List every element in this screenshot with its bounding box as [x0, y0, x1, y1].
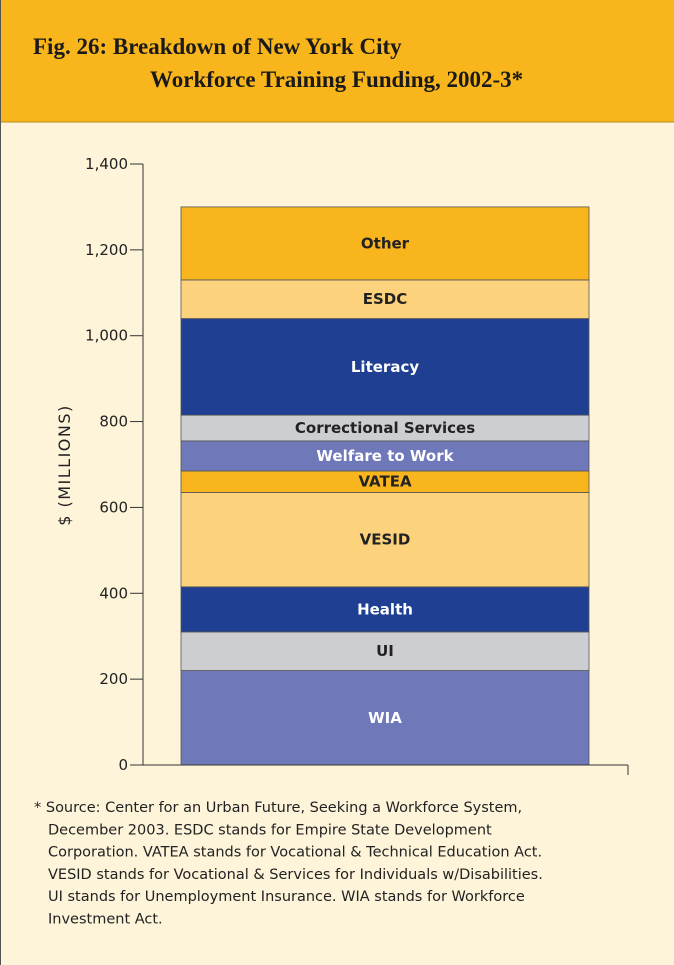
- header: [0, 0, 674, 122]
- bar-segment: [180, 440, 590, 472]
- segment-label: Other: [361, 234, 410, 252]
- bar-segment: [180, 631, 590, 671]
- footnote-line: December 2003. ESDC stands for Empire St…: [48, 822, 492, 838]
- y-tick-label: 200: [99, 670, 128, 688]
- title-line: Fig. 26: Breakdown of New York City: [33, 34, 402, 59]
- segment-label: Correctional Services: [295, 419, 475, 437]
- footnote-line: UI stands for Unemployment Insurance. WI…: [48, 889, 525, 905]
- segment-label: VATEA: [358, 473, 412, 491]
- footnote-line: VESID stands for Vocational & Services f…: [48, 867, 543, 883]
- y-tick-label: 1,400: [85, 155, 128, 173]
- segment-label: Welfare to Work: [316, 447, 454, 465]
- segment-label: WIA: [368, 709, 402, 727]
- y-tick-label: 800: [99, 413, 128, 431]
- bar-segment: [180, 279, 590, 319]
- footnote-line: Investment Act.: [48, 912, 163, 928]
- footnote-line: * Source: Center for an Urban Future, Se…: [34, 800, 522, 816]
- segment-label: VESID: [360, 531, 411, 549]
- segment-label: UI: [376, 642, 394, 660]
- y-axis-label: $ (MILLIONS): [55, 404, 74, 526]
- footnote-line: Corporation. VATEA stands for Vocational…: [48, 845, 542, 861]
- title-line: Workforce Training Funding, 2002-3*: [150, 67, 523, 92]
- y-tick-label: 1,200: [85, 241, 128, 259]
- segment-label: Literacy: [351, 358, 419, 376]
- bar-segment: [180, 206, 590, 281]
- y-tick-label: 0: [118, 756, 128, 774]
- y-tick-label: 1,000: [85, 327, 128, 345]
- y-tick-label: 600: [99, 498, 128, 516]
- segment-label: ESDC: [363, 290, 408, 308]
- bar-segment: [180, 670, 590, 766]
- y-tick-label: 400: [99, 584, 128, 602]
- segment-label: Health: [357, 600, 413, 618]
